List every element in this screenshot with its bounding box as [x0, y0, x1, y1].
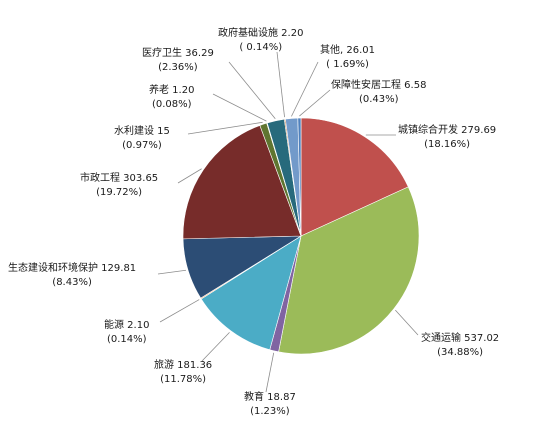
slice-8-label: 水利建设 15	[114, 124, 170, 137]
slice-5-name: 能源	[104, 318, 124, 331]
slice-6-name: 生态建设和环境保护	[8, 261, 98, 274]
slice-1-wedge	[300, 117, 409, 237]
slice-13-wedge	[297, 117, 302, 237]
slice-5-label: 能源 2.10	[104, 318, 149, 331]
slice-3-leader-line	[265, 352, 275, 393]
slice-5-percent: (0.14%)	[107, 334, 147, 345]
slice-9-percent: (0.08%)	[152, 99, 192, 110]
slice-13-leader-line	[299, 89, 331, 117]
slice-4-percent: (11.78%)	[160, 374, 206, 385]
slice-8-value: 15	[154, 126, 170, 137]
slice-1-percent: (18.16%)	[424, 139, 470, 150]
slice-8-percent: (0.97%)	[122, 140, 162, 151]
slice-2-percent: (34.88%)	[437, 347, 483, 358]
slice-7-leader-line	[177, 168, 202, 184]
slice-10-percent: (2.36%)	[158, 62, 198, 73]
slice-9-name: 养老	[149, 83, 169, 96]
slice-12-value: 26.01	[343, 45, 375, 56]
leader-lines-layer	[157, 51, 419, 393]
slice-2-leader-line	[395, 309, 419, 336]
slice-10-leader-line	[228, 61, 276, 120]
slice-4-leader-line	[201, 332, 230, 362]
labels-layer: 城镇综合开发 279.69 (18.16%) 交通运输 537.02 (34.88%)…	[8, 26, 499, 417]
slice-2-wedge	[278, 186, 420, 355]
slice-3-label: 教育 18.87	[244, 390, 296, 403]
slice-4-value: 181.36	[174, 360, 212, 371]
slice-7-wedge	[182, 125, 302, 240]
slice-12-leader-line	[291, 61, 319, 117]
slice-7-name: 市政工程	[80, 171, 120, 184]
slice-13-label: 保障性安居工程 6.58	[331, 78, 426, 91]
slice-3-value: 18.87	[264, 392, 296, 403]
slice-3-percent: (1.23%)	[250, 406, 290, 417]
slice-8-name: 水利建设	[114, 124, 154, 137]
slices-layer	[182, 117, 420, 355]
slice-3-name: 教育	[244, 390, 264, 403]
slice-10-name: 医疗卫生	[142, 46, 182, 59]
slice-9-label: 养老 1.20	[149, 83, 194, 96]
slice-5-leader-line	[159, 299, 200, 323]
slice-9-leader-line	[212, 93, 267, 122]
slice-6-leader-line	[157, 269, 187, 275]
slice-8-leader-line	[187, 121, 263, 135]
slice-1-label: 城镇综合开发 279.69	[398, 123, 496, 136]
slice-7-percent: (19.72%)	[96, 187, 142, 198]
slice-1-value: 279.69	[458, 125, 496, 136]
slice-10-value: 36.29	[182, 48, 214, 59]
slice-10-label: 医疗卫生 36.29	[142, 46, 214, 59]
slice-13-name: 保障性安居工程	[331, 78, 401, 91]
slice-11-leader-line	[276, 51, 285, 118]
slice-11-label: 政府基础设施 2.20	[218, 26, 303, 39]
slice-1-name: 城镇综合开发	[398, 123, 458, 136]
slice-13-value: 6.58	[401, 80, 426, 91]
slice-4-label: 旅游 181.36	[154, 358, 212, 371]
slice-6-percent: (8.43%)	[52, 277, 92, 288]
slice-6-label: 生态建设和环境保护 129.81	[8, 261, 136, 274]
slice-9-value: 1.20	[169, 85, 194, 96]
slice-11-percent: ( 0.14%)	[239, 42, 282, 53]
slice-11-value: 2.20	[278, 28, 303, 39]
slice-11-name: 政府基础设施	[218, 26, 278, 39]
slice-6-value: 129.81	[98, 263, 136, 274]
slice-4-name: 旅游	[154, 358, 174, 371]
slice-2-name: 交通运输	[421, 331, 461, 344]
slice-12-label: 其他, 26.01	[320, 43, 375, 56]
slice-2-value: 537.02	[461, 333, 499, 344]
slice-5-value: 2.10	[124, 320, 149, 331]
slice-7-label: 市政工程 303.65	[80, 171, 158, 184]
slice-4-wedge	[200, 235, 302, 351]
slice-7-value: 303.65	[120, 173, 158, 184]
slice-2-label: 交通运输 537.02	[421, 331, 499, 344]
slice-12-percent: ( 1.69%)	[326, 59, 369, 70]
slice-12-name: 其他,	[320, 43, 343, 56]
slice-13-percent: (0.43%)	[359, 94, 399, 105]
